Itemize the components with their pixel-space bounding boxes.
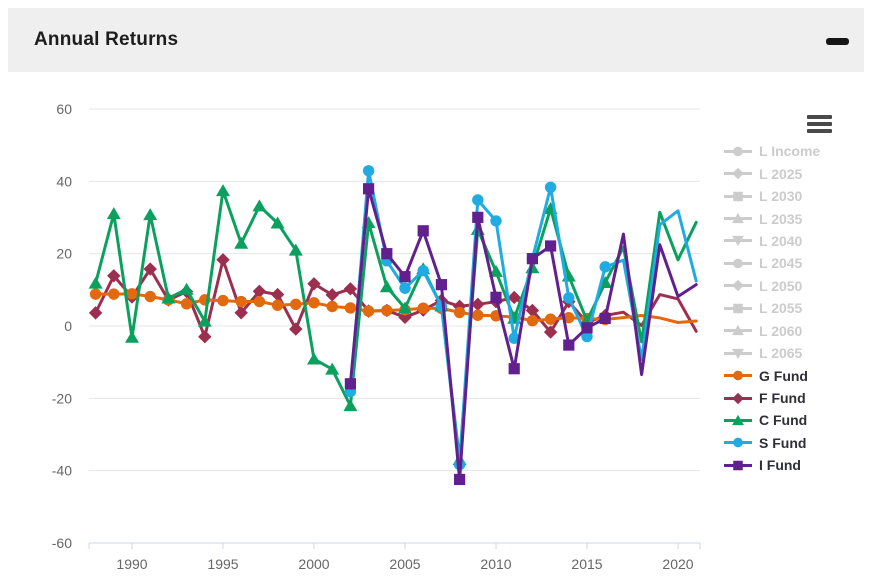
x-axis: 1990 1995 2000 2005 2010 2015 2020 (88, 542, 701, 572)
x-tick-label: 2010 (480, 556, 511, 572)
legend-item-l-2065[interactable]: L 2065 (722, 342, 820, 364)
legend-item-label: L 2055 (759, 300, 803, 317)
legend-item-c-fund[interactable]: C Fund (722, 409, 820, 431)
diamond-marker-icon (724, 280, 752, 292)
legend-item-label: L 2045 (759, 255, 803, 272)
legend-item-label: L 2030 (759, 188, 803, 205)
circle-marker-icon (724, 438, 752, 448)
y-tick-label: 60 (56, 101, 72, 117)
triangle-marker-icon (724, 325, 752, 336)
legend-item-i-fund[interactable]: I Fund (722, 454, 820, 476)
legend-item-l-2040[interactable]: L 2040 (722, 230, 820, 252)
y-tick-label: 20 (56, 246, 72, 262)
legend-item-l-2035[interactable]: L 2035 (722, 207, 820, 229)
y-tick-label: -40 (52, 463, 72, 479)
x-tick-label: 2015 (571, 556, 602, 572)
y-tick-label: -60 (52, 535, 72, 551)
legend-item-label: C Fund (759, 412, 808, 429)
circle-marker-icon (724, 370, 752, 381)
legend-item-label: I Fund (759, 457, 801, 474)
minus-icon (826, 38, 849, 45)
y-tick-label: 0 (64, 318, 72, 334)
legend-item-l-2055[interactable]: L 2055 (722, 297, 820, 319)
annual-returns-line-chart[interactable]: 60 40 20 0 -20 -40 -60 1990 1995 2000 2005 2010 2015… (0, 80, 872, 584)
series-i-fund[interactable] (344, 183, 698, 486)
legend-item-label: L 2050 (759, 277, 803, 294)
legend-item-label: L 2065 (759, 345, 803, 362)
y-axis-labels: 60 40 20 0 -20 -40 -60 (52, 101, 72, 551)
series-g-fund[interactable] (89, 288, 698, 327)
legend-item-l-income[interactable]: L Income (722, 140, 820, 162)
legend-item-l-2030[interactable]: L 2030 (722, 185, 820, 207)
x-tick-label: 1995 (207, 556, 238, 572)
triangle-down-marker-icon (724, 236, 752, 247)
legend-item-label: L 2035 (759, 210, 803, 227)
y-tick-label: 40 (56, 173, 72, 189)
circle-marker-icon (724, 146, 752, 157)
triangle-marker-icon (724, 414, 752, 426)
legend-item-l-2045[interactable]: L 2045 (722, 252, 820, 274)
legend-item-l-2060[interactable]: L 2060 (722, 320, 820, 342)
panel-header[interactable]: Annual Returns (8, 8, 864, 72)
circle-marker-icon (724, 258, 752, 269)
chart-context-menu-button[interactable] (807, 114, 833, 134)
legend-item-f-fund[interactable]: F Fund (722, 387, 820, 409)
legend-item-label: L 2040 (759, 232, 803, 249)
y-tick-label: -20 (52, 390, 72, 406)
x-tick-label: 2000 (298, 556, 329, 572)
y-gridlines (89, 108, 700, 544)
legend-item-label: L 2060 (759, 322, 803, 339)
legend-item-l-2050[interactable]: L 2050 (722, 275, 820, 297)
x-tick-label: 1990 (116, 556, 147, 572)
collapse-button[interactable] (826, 38, 849, 45)
triangle-down-marker-icon (724, 348, 752, 359)
square-marker-icon (724, 191, 752, 201)
legend-item-label: S Fund (759, 434, 807, 451)
diamond-marker-icon (724, 167, 752, 180)
triangle-marker-icon (724, 212, 752, 224)
legend-item-l-2025[interactable]: L 2025 (722, 162, 820, 184)
legend-item-label: G Fund (759, 367, 808, 384)
square-marker-icon (724, 460, 752, 471)
legend-item-g-fund[interactable]: G Fund (722, 364, 820, 386)
chart-legend: L Income L 2025 L 2030 L 2035 L 2040 L 2045 L … (722, 140, 820, 477)
x-tick-label: 2020 (662, 556, 693, 572)
legend-item-label: L 2025 (759, 165, 803, 182)
legend-item-s-fund[interactable]: S Fund (722, 432, 820, 454)
square-marker-icon (724, 303, 752, 314)
panel-title: Annual Returns (34, 29, 179, 50)
legend-item-label: L Income (759, 143, 821, 160)
hamburger-icon (807, 114, 833, 134)
legend-item-label: F Fund (759, 390, 806, 407)
diamond-marker-icon (724, 392, 752, 404)
x-tick-label: 2005 (389, 556, 420, 572)
